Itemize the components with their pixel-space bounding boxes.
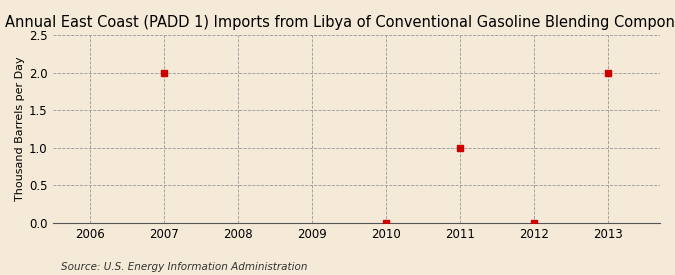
Text: Source: U.S. Energy Information Administration: Source: U.S. Energy Information Administ… — [61, 262, 307, 272]
Y-axis label: Thousand Barrels per Day: Thousand Barrels per Day — [15, 57, 25, 201]
Title: Annual East Coast (PADD 1) Imports from Libya of Conventional Gasoline Blending : Annual East Coast (PADD 1) Imports from … — [5, 15, 675, 30]
